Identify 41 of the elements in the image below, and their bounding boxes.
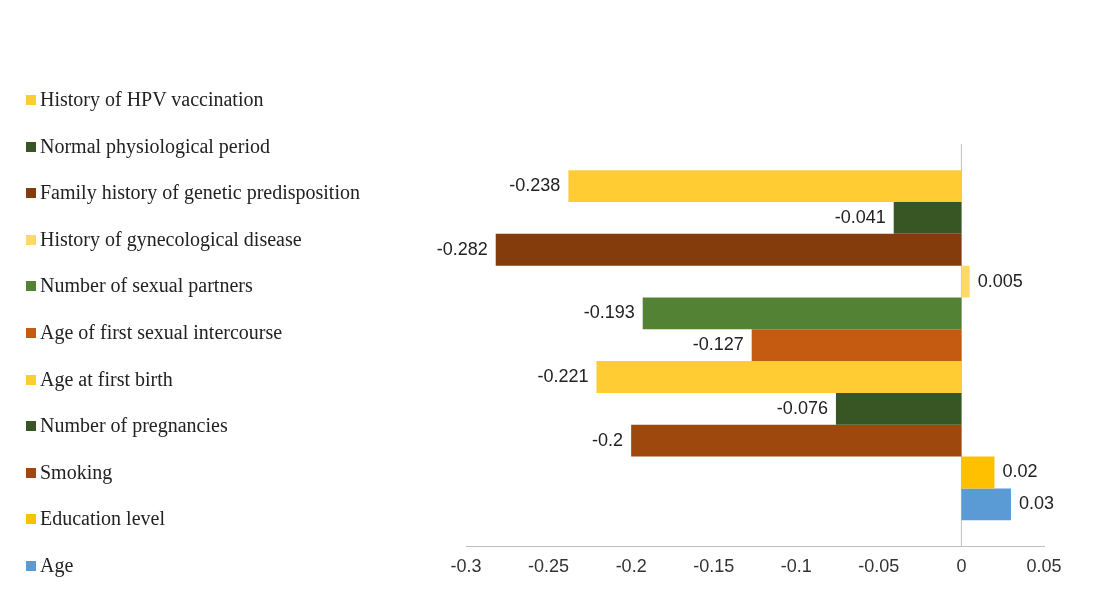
legend-label: Number of pregnancies [40, 414, 228, 438]
data-label: -0.2 [592, 429, 624, 450]
x-tick-label: -0.05 [858, 556, 900, 577]
x-tick-label: 0.05 [1026, 556, 1062, 577]
bar [751, 329, 962, 362]
bar [893, 201, 962, 234]
bar [961, 488, 1011, 521]
legend-label: History of HPV vaccination [40, 88, 264, 111]
data-label: 0.005 [977, 270, 1023, 291]
data-label: 0.02 [1002, 461, 1038, 482]
legend-label: Age of first sexual intercourse [40, 320, 283, 344]
x-tick-label: -0.3 [450, 556, 482, 577]
bar [961, 265, 970, 298]
x-tick-label: -0.25 [528, 556, 570, 577]
x-tick-label: 0 [956, 556, 967, 577]
data-label: -0.127 [692, 334, 744, 355]
x-tick-label: -0.2 [615, 556, 647, 577]
bar [568, 170, 962, 202]
x-tick-label: -0.15 [693, 556, 735, 577]
data-label: -0.041 [834, 206, 886, 227]
bar [495, 233, 962, 266]
bar [596, 361, 962, 393]
x-tick-label: -0.1 [780, 556, 812, 577]
data-label: 0.03 [1018, 493, 1055, 514]
data-label: -0.238 [509, 175, 561, 196]
legend-label: Age [40, 553, 74, 577]
legend-label: Smoking [40, 460, 113, 484]
bar [631, 424, 962, 457]
bar [642, 297, 962, 330]
legend-label: History of gynecological disease [40, 227, 302, 251]
legend-label: Normal physiological period [40, 134, 270, 158]
bar [835, 392, 962, 425]
legend-label: Education level [40, 507, 165, 531]
data-label: -0.282 [436, 238, 488, 259]
legend-label: Number of sexual partners [40, 274, 253, 298]
data-label: -0.221 [537, 365, 589, 386]
data-label: -0.076 [776, 397, 828, 418]
legend-label: Family history of genetic predisposition [40, 181, 360, 205]
data-label: -0.193 [583, 302, 635, 323]
legend-label: Age at first birth [40, 367, 173, 391]
bar [961, 456, 995, 489]
